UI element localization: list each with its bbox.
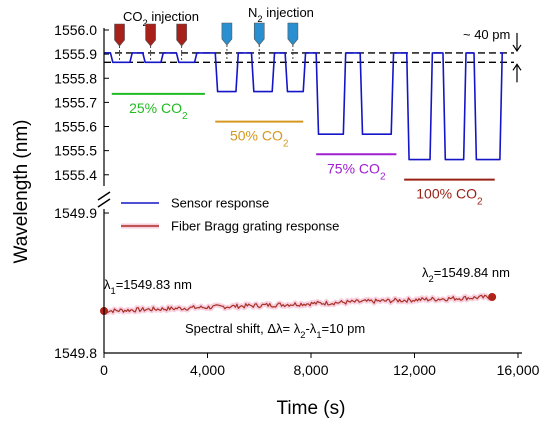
n2-injection-label: N2 injection	[248, 5, 314, 24]
co2-injection-arrow-1	[114, 23, 125, 60]
y-tick-label-lower: 1549.8	[54, 345, 97, 361]
legend-label-1: Sensor response	[171, 196, 269, 211]
co2-injection-label: CO2 injection	[123, 9, 199, 28]
sensor-series	[104, 52, 504, 161]
shift-arrow-bottom-head	[512, 63, 522, 71]
co2-injection-arrow-2	[145, 23, 156, 60]
x-tick-label: 12,000	[393, 362, 436, 378]
spectral-shift-label: Spectral shift, Δλ= λ2-λ1=10 pm	[185, 321, 365, 340]
y-tick-label-upper: 1555.5	[54, 143, 97, 159]
x-tick-label: 4,000	[190, 362, 225, 378]
x-tick-label: 16,000	[497, 362, 540, 378]
group-label-1: 25% CO2	[129, 100, 188, 122]
co2-injection-arrow-3	[176, 23, 187, 60]
annotations: CO2 injection N2 injection ~ 40 pm 25% CO2 5…	[104, 5, 522, 340]
fbg-response-halo	[103, 292, 494, 316]
axis-break-mark-2	[97, 198, 111, 208]
shift-40pm-label: ~ 40 pm	[463, 27, 510, 42]
y-tick-label-upper: 1555.7	[54, 94, 97, 110]
ticks: 1556.0 1555.9 1555.8 1555.7 1555.6 1555.5 1555…	[11, 22, 540, 419]
sensor-response-line	[104, 52, 504, 161]
y-tick-label-upper: 1555.6	[54, 119, 97, 135]
y-tick-label-upper: 1555.4	[54, 167, 97, 183]
x-tick-label: 8,000	[293, 362, 328, 378]
x-axis-title: Time (s)	[277, 398, 346, 419]
reference-lines	[104, 52, 514, 63]
y-axis-title: Wavelength (nm)	[11, 120, 32, 264]
legend: Sensor response Fiber Bragg grating respo…	[121, 196, 339, 234]
shift-arrow-top-head	[512, 44, 522, 53]
legend-label-2: Fiber Bragg grating response	[171, 219, 339, 234]
axis-break-mark-1	[97, 191, 111, 201]
lambda2-label: λ2=1549.84 nm	[422, 265, 510, 284]
lambda1-label: λ1=1549.83 nm	[104, 277, 192, 296]
group-label-3: 75% CO2	[327, 160, 386, 182]
co2-injection-arrow-2-shape	[145, 23, 156, 47]
group-label-4: 100% CO2	[416, 186, 483, 208]
y-tick-label-upper: 1555.9	[54, 46, 97, 62]
group-label-2: 50% CO2	[230, 128, 289, 150]
fbg-end-point	[488, 293, 497, 301]
co2-injection-arrow-3-shape	[176, 23, 187, 47]
n2-injection-arrow-2-shape	[253, 22, 265, 46]
x-tick-label: 0	[100, 362, 108, 378]
fbg-series	[100, 292, 497, 316]
n2-injection-arrow-1	[221, 22, 233, 59]
y-tick-label-lower: 1549.9	[54, 205, 97, 221]
y-tick-label-upper: 1555.8	[54, 70, 97, 86]
fbg-response-line	[103, 294, 493, 314]
n2-injection-arrow-3-shape	[287, 22, 299, 46]
n2-injection-arrow-1-shape	[221, 22, 233, 46]
y-tick-label-upper: 1556.0	[54, 22, 97, 38]
n2-injection-arrow-3	[287, 22, 299, 59]
co2-injection-arrow-1-shape	[114, 23, 125, 47]
n2-injection-arrow-2	[253, 22, 265, 59]
